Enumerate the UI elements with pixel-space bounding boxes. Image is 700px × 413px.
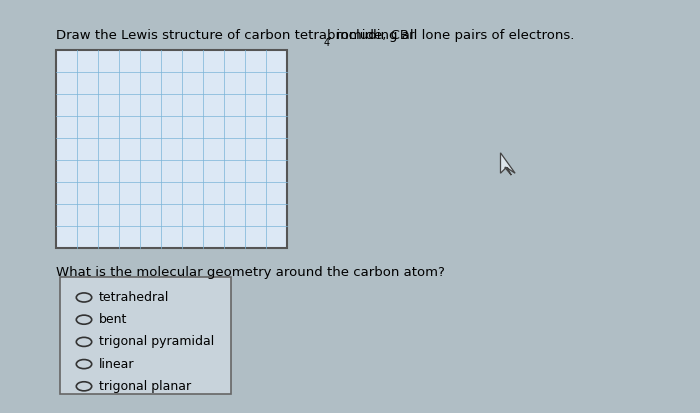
Text: tetrahedral: tetrahedral — [99, 291, 169, 304]
Text: , including all lone pairs of electrons.: , including all lone pairs of electrons. — [328, 29, 575, 42]
Text: trigonal pyramidal: trigonal pyramidal — [99, 335, 214, 349]
Bar — [60, 277, 231, 394]
Text: 4: 4 — [324, 38, 330, 48]
Text: bent: bent — [99, 313, 127, 326]
Text: linear: linear — [99, 358, 134, 370]
Text: What is the molecular geometry around the carbon atom?: What is the molecular geometry around th… — [56, 266, 445, 279]
Text: trigonal planar: trigonal planar — [99, 380, 191, 393]
Text: Draw the Lewis structure of carbon tetrabromide, CBr: Draw the Lewis structure of carbon tetra… — [56, 29, 414, 42]
Bar — [56, 50, 287, 248]
Polygon shape — [500, 153, 515, 175]
